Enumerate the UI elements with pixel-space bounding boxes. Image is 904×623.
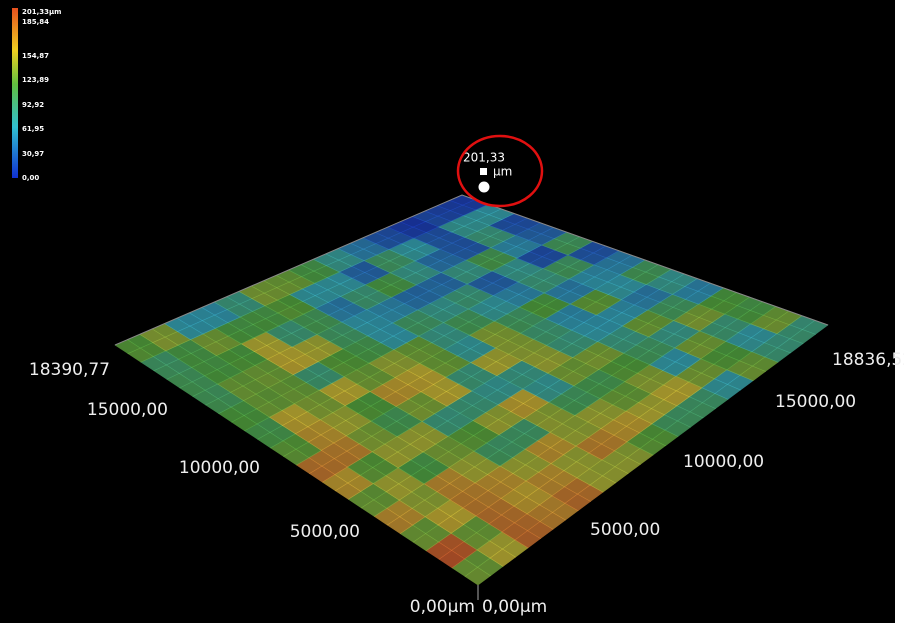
- left-axis-label: 0,00µm: [410, 597, 475, 617]
- colorbar-label: 61,95: [22, 125, 44, 133]
- peak-unit: µm: [493, 165, 512, 179]
- peak-point: [478, 181, 490, 193]
- colorbar-label: 123,89: [22, 76, 49, 84]
- right-axis-label: 15000,00: [775, 392, 856, 412]
- surface: [114, 194, 829, 586]
- colorbar-label: 0,00: [22, 174, 39, 182]
- peak-marker: [480, 168, 487, 175]
- left-axis-label: 5000,00: [290, 522, 360, 542]
- colorbar-label: 154,87: [22, 52, 49, 60]
- surface-back-edge: [114, 194, 829, 346]
- colorbar-label: 201,33µm: [22, 8, 61, 16]
- right-axis-label: 18836,52: [832, 350, 904, 370]
- right-axis-label: 5000,00: [590, 520, 660, 540]
- left-axis-label: 15000,00: [87, 400, 168, 420]
- left-axis-label: 18390,77: [29, 360, 110, 380]
- colorbar: [12, 8, 18, 178]
- right-axis-label: 0,00µm: [482, 597, 547, 617]
- colorbar-label: 92,92: [22, 101, 44, 109]
- colorbar-label: 185,84: [22, 18, 49, 26]
- frame-edge: [895, 0, 904, 623]
- left-axis-label: 10000,00: [179, 458, 260, 478]
- right-axis-label: 10000,00: [683, 452, 764, 472]
- colorbar-label: 30,97: [22, 150, 44, 158]
- peak-value: 201,33: [463, 151, 505, 165]
- highlight-circle: [456, 134, 544, 208]
